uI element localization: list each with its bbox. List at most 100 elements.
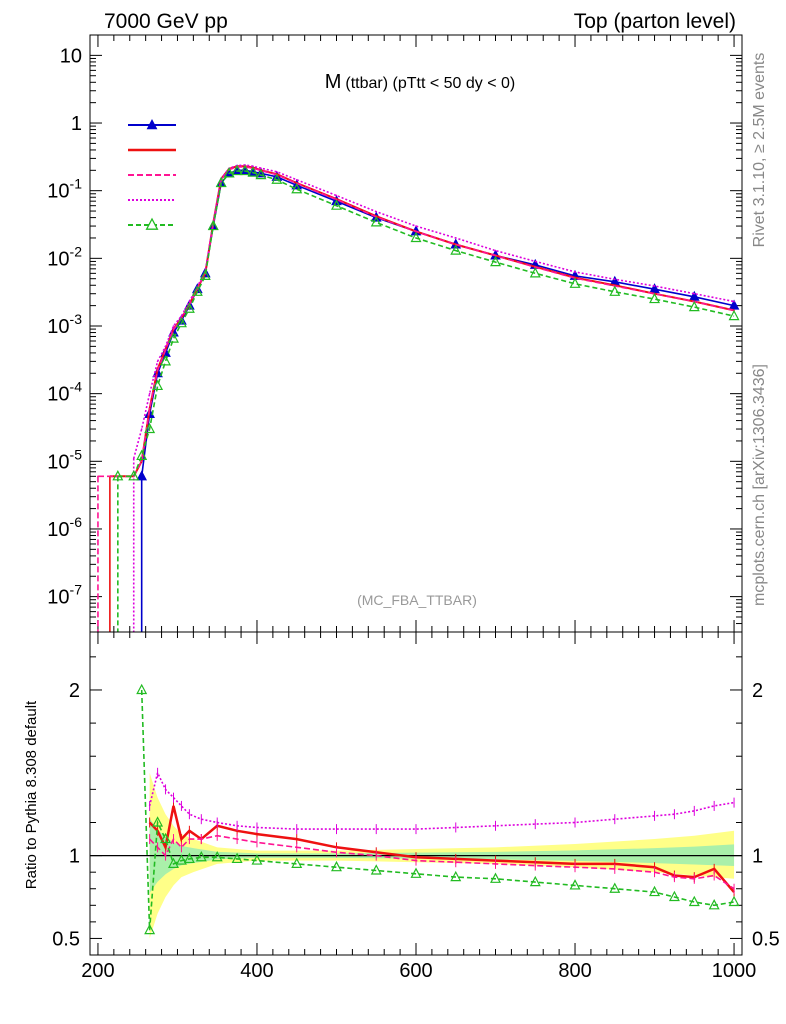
y-tick-exp: -7	[70, 582, 83, 598]
data-point	[295, 178, 298, 181]
y-tick-exp: -1	[70, 176, 83, 192]
ratio-y-tick-label-right: 2	[752, 680, 763, 702]
data-point	[239, 164, 251, 176]
data-point	[450, 244, 462, 255]
data-point	[199, 269, 211, 281]
ratio-line-2	[148, 770, 735, 830]
data-point	[693, 292, 696, 295]
data-point	[529, 267, 541, 278]
ratio-panel: 0.5 0.5 1 1 2 2 200 400 600 800 1000	[52, 631, 780, 982]
ratio-line-0	[148, 805, 735, 893]
rivet-label: Rivet 3.1.10, ≥ 2.5M events	[751, 53, 768, 248]
ratio-point	[450, 870, 462, 882]
data-point	[180, 315, 183, 317]
data-point	[223, 167, 235, 178]
y-tick-label: 10-4	[47, 379, 82, 406]
data-point	[574, 271, 576, 273]
y-tick-exp: -6	[70, 514, 83, 530]
data-point	[164, 345, 167, 348]
ratio-point	[529, 875, 541, 887]
data-point	[172, 325, 175, 327]
data-point	[160, 355, 172, 366]
data-point	[335, 194, 338, 197]
ratio-point	[211, 850, 223, 862]
data-point	[688, 290, 700, 301]
y-tick-base: 10	[47, 248, 69, 270]
ratio-line-3	[140, 689, 735, 931]
y-tick-exp: -4	[70, 379, 83, 395]
data-point	[688, 300, 700, 312]
plot-title-sub: (ttbar) (pTtt < 50 dy < 0)	[345, 75, 515, 92]
x-tick-label: 600	[399, 960, 432, 982]
legend	[128, 119, 176, 230]
data-point	[136, 449, 148, 461]
data-point	[140, 428, 143, 430]
y-tick-base: 10	[47, 587, 69, 609]
data-point	[260, 167, 262, 169]
y-tick-label: 10-6	[47, 514, 82, 541]
y-tick-label: 10-2	[47, 243, 82, 270]
x-tick-label: 800	[558, 960, 591, 982]
ratio-point	[183, 852, 195, 864]
ratio-point	[410, 867, 422, 878]
ratio-y-label: Ratio to Pythia 8.308 default	[23, 700, 40, 889]
data-point	[649, 283, 660, 294]
y-tick-exp: -2	[70, 243, 83, 259]
data-point	[276, 171, 278, 173]
data-point	[144, 422, 156, 434]
legend-marker-4	[145, 217, 159, 230]
data-point	[128, 470, 140, 481]
data-point	[375, 210, 378, 213]
y-tick-label: 10-7	[47, 582, 82, 609]
data-point	[255, 168, 267, 180]
data-point	[183, 302, 195, 313]
data-point	[415, 225, 417, 227]
ratio-point	[160, 832, 172, 844]
ratio-point	[370, 864, 382, 875]
ratio-point	[136, 683, 148, 695]
data-point	[112, 470, 124, 481]
header-left: 7000 GeV pp	[104, 10, 228, 33]
data-point	[534, 260, 537, 263]
x-tick-label: 200	[81, 960, 114, 982]
data-point	[728, 309, 740, 321]
data-point	[164, 349, 167, 351]
ratio-y-tick-label-left: 2	[69, 680, 80, 702]
data-point	[167, 332, 179, 343]
ratio-point	[569, 879, 581, 890]
ratio-point	[144, 923, 156, 935]
y-tick-exp: -3	[70, 311, 83, 327]
data-point	[207, 219, 219, 231]
data-point	[156, 369, 159, 372]
data-point	[188, 300, 191, 303]
ratio-point	[688, 895, 700, 907]
ratio-point	[490, 872, 502, 883]
data-point	[728, 299, 740, 310]
data-point	[152, 379, 164, 391]
x-tick-label: 1000	[712, 960, 757, 982]
data-point	[252, 165, 254, 168]
y-tick-base: 10	[47, 316, 69, 338]
ratio-line-1	[149, 834, 735, 890]
data-point	[148, 407, 151, 410]
y-tick-label: 10-3	[47, 311, 82, 338]
data-point	[613, 278, 616, 281]
ratio-point	[609, 882, 621, 893]
legend-marker-0	[146, 119, 158, 130]
y-tick-label: 1	[71, 113, 82, 135]
y-tick-label: 10-5	[47, 446, 82, 473]
data-point	[156, 360, 159, 363]
analysis-tag: (MC_FBA_TTBAR)	[357, 592, 477, 608]
data-point	[494, 249, 497, 252]
data-point	[175, 316, 187, 328]
y-tick-label: 10	[60, 45, 82, 67]
data-point	[330, 199, 342, 210]
y-tick-base: 10	[47, 451, 69, 473]
data-point	[569, 277, 581, 288]
data-point	[649, 292, 661, 304]
y-tick-base: 10	[47, 181, 69, 203]
data-point	[136, 470, 148, 481]
data-point	[231, 164, 243, 176]
